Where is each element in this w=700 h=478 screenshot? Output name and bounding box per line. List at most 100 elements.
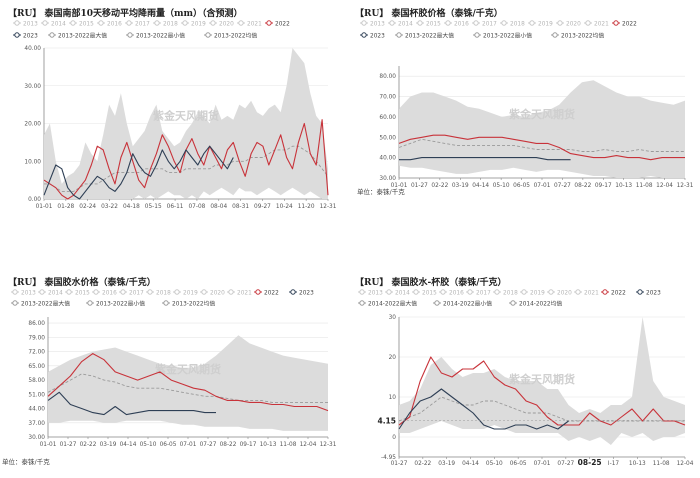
chart-panel-cup: 【RU】 泰国杯胶价格（泰铢/千克） 2013 2014 2015 2016 2017 2… (355, 6, 695, 206)
legend-marker-2013-2022最小值 (127, 32, 133, 38)
legend-label-2016: 2016 (449, 290, 464, 296)
chart-title-cup: 【RU】 泰国杯胶价格（泰铢/千克） (355, 9, 503, 19)
x-tick-09-27: 09-27 (254, 204, 271, 210)
legend-marker-2019 (521, 289, 527, 295)
legend-marker-2022 (602, 289, 608, 295)
legend-label-2022: 2022 (611, 290, 626, 296)
legend-label-2017: 2017 (482, 21, 497, 27)
legend-marker-2016 (445, 20, 451, 26)
watermark-text: 紫金天风期货 (509, 107, 575, 121)
chart-panel-rain: 【RU】 泰国南部10天移动平均降雨量（mm）（含预测） 2013 2014 201… (8, 6, 344, 214)
series-line-2023 (398, 388, 569, 430)
chart-svg-cup: 2013 2014 2015 2016 2017 2018 2019 2020 2021 2022… (360, 20, 694, 189)
x-tick-08-22: 08-22 (574, 183, 591, 189)
watermark-text: 紫金天风期货 (155, 362, 221, 376)
legend-marker-2016 (93, 289, 99, 295)
legend-marker-2017 (473, 20, 479, 26)
legend-label-2021: 2021 (584, 290, 599, 296)
legend-label-2013-2022最小值: 2013-2022最小值 (483, 31, 532, 39)
watermark-text: 紫金天风期货 (153, 109, 219, 123)
x-tick-07-27: 07-27 (557, 461, 574, 467)
legend-label-2019: 2019 (530, 290, 545, 296)
y-tick-65.00: 65.00 (28, 364, 45, 370)
legend-label-2013-2022最大值: 2013-2022最大值 (21, 299, 70, 307)
legend-label-2014: 2014 (395, 290, 410, 296)
legend-label-2021: 2021 (247, 21, 262, 27)
legend-marker-2013-2022最大值 (49, 32, 55, 38)
legend-label-2013-2022均值: 2013-2022均值 (214, 31, 257, 39)
legend-label-2020: 2020 (219, 21, 234, 27)
x-tick-03-22: 03-22 (101, 204, 118, 210)
y-tick-0.00: 0.00 (28, 197, 41, 203)
legend-marker-2013-2022最大值 (12, 300, 18, 306)
legend-label-2018: 2018 (510, 21, 525, 27)
x-tick-08-22: 08-22 (220, 442, 237, 448)
y-tick-79.00: 79.00 (28, 335, 45, 341)
x-tick-04-18: 04-18 (123, 204, 140, 210)
legend-marker-2014-2022最大值 (359, 300, 365, 306)
legend-label-2020: 2020 (210, 290, 225, 296)
legend-label-2016: 2016 (102, 290, 117, 296)
x-tick-08-31: 08-31 (232, 204, 249, 210)
x-tick-02-22: 02-22 (414, 461, 431, 467)
legend-label-2015: 2015 (422, 290, 437, 296)
legend-marker-2015 (417, 20, 423, 26)
x-tick-08-04: 08-04 (210, 204, 227, 210)
x-tick-03-19: 03-19 (100, 442, 117, 448)
chart-panel-spread: 【RU】 泰国胶水-杯胶（泰铢/千克） 2013 2014 2015 2016 2017… (355, 275, 695, 475)
series-line-2023 (47, 391, 216, 416)
x-tick-07-27: 07-27 (200, 442, 217, 448)
chart-svg-spread: 2013 2014 2015 2016 2017 2018 2019 2020 2021 2022… (358, 289, 694, 467)
legend-label-2019: 2019 (183, 290, 198, 296)
y-tick-72.00: 72.00 (28, 350, 45, 356)
legend-label-2014-2022最小值: 2014-2022最小值 (443, 299, 492, 307)
legend-label-2013: 2013 (370, 21, 385, 27)
legend-marker-2020 (201, 289, 207, 295)
legend-marker-2015 (413, 289, 419, 295)
x-tick-12-04: 12-04 (656, 183, 673, 189)
x-tick-11-08: 11-08 (636, 183, 653, 189)
series-line-2013-2022均值 (398, 138, 685, 152)
legend-marker-2018 (154, 20, 160, 26)
watermark-text: 紫金天风期货 (509, 372, 575, 386)
y-tick-20: 20 (389, 355, 397, 361)
x-tick-07-01: 07-01 (180, 442, 197, 448)
x-tick-09-17: 09-17 (595, 183, 612, 189)
legend-marker-2020 (548, 289, 554, 295)
legend-label-2020: 2020 (566, 21, 581, 27)
y-tick-40.00: 40.00 (379, 156, 396, 162)
legend-label-2018: 2018 (163, 21, 178, 27)
legend-label-2023: 2023 (370, 33, 385, 39)
y-tick-30: 30 (389, 315, 397, 321)
legend-marker-2013 (14, 20, 20, 26)
legend-marker-2023 (290, 289, 296, 295)
legend-label-2013-2022最大值: 2013-2022最大值 (405, 31, 454, 39)
series-band-2014-2022最大值 (399, 317, 685, 445)
x-tick-04-14: 04-14 (462, 461, 479, 467)
series-line-2023 (399, 157, 571, 161)
y-tick-44.00: 44.00 (28, 407, 45, 413)
series-line-2023 (43, 145, 234, 200)
x-tick-12-31: 12-31 (320, 442, 337, 448)
legend-label-2018: 2018 (156, 290, 171, 296)
legend-marker-2017 (120, 289, 126, 295)
legend-marker-2022 (255, 289, 261, 295)
legend-marker-2020 (210, 20, 216, 26)
legend-marker-2015 (66, 289, 72, 295)
y-highlight-box (379, 415, 397, 426)
unit-label-latex: 单位：泰铢/千克 (2, 458, 50, 466)
legend-label-2014: 2014 (398, 21, 413, 27)
legend-marker-2014 (39, 289, 45, 295)
y-tick-80.00: 80.00 (379, 74, 396, 80)
legend-label-2015: 2015 (79, 21, 94, 27)
y-tick-30.00: 30.00 (379, 176, 396, 182)
x-tick-07-01: 07-01 (534, 461, 551, 467)
legend-label-2015: 2015 (75, 290, 90, 296)
legend-marker-2021 (575, 289, 581, 295)
legend-label-2023: 2023 (646, 290, 661, 296)
legend-marker-2013-2022最小值 (474, 32, 480, 38)
legend-label-2022: 2022 (264, 290, 279, 296)
legend-marker-2016 (440, 289, 446, 295)
y-tick-60.00: 60.00 (379, 115, 396, 121)
y-tick-70.00: 70.00 (379, 95, 396, 101)
